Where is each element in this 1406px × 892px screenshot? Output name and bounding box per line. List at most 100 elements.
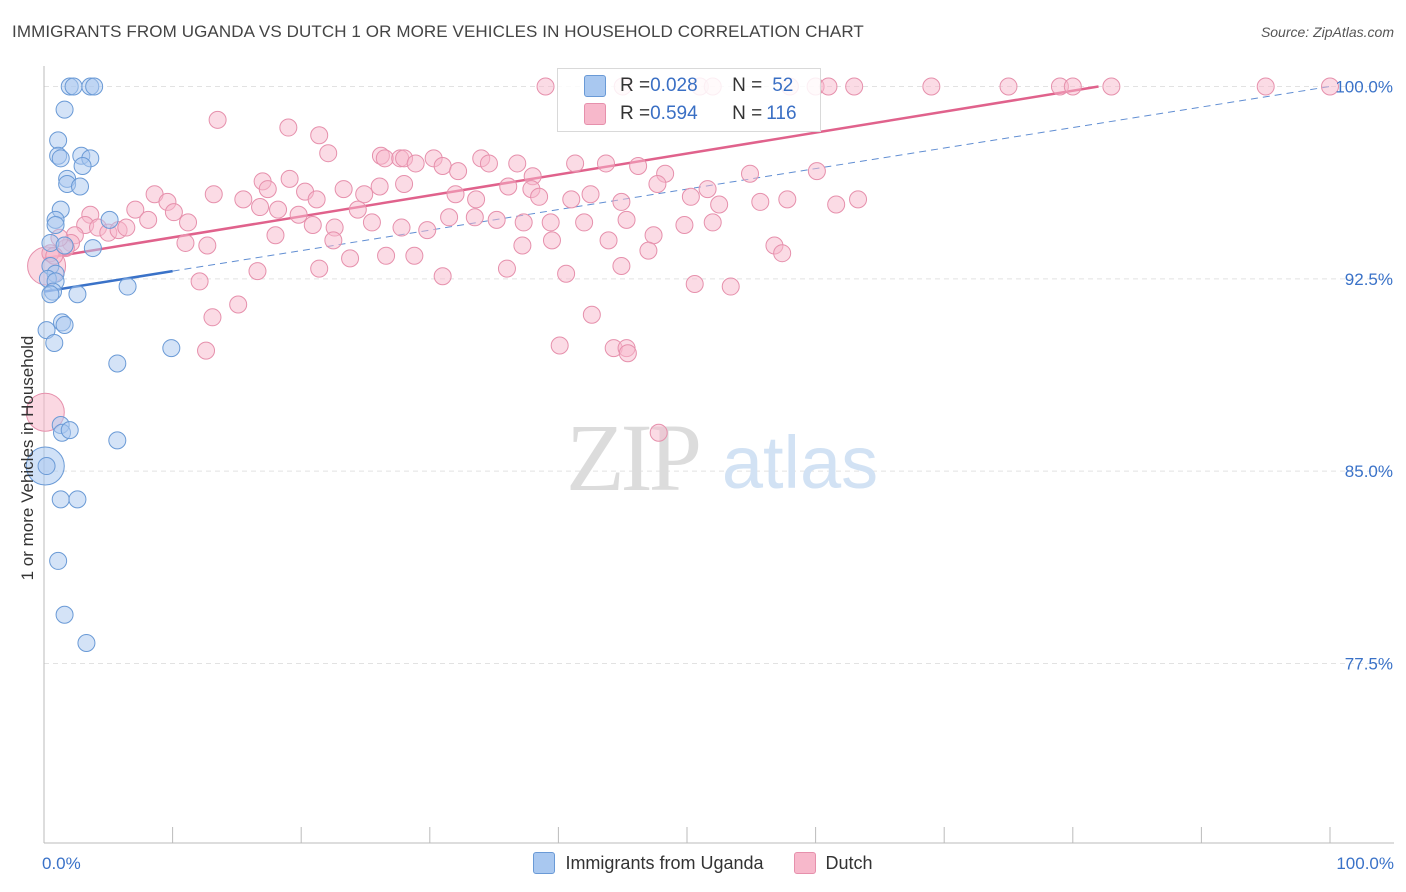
data-point-uganda (68, 490, 87, 509)
data-point-dutch (341, 249, 360, 268)
data-point-dutch (465, 208, 484, 227)
data-point-dutch (807, 162, 826, 181)
data-point-dutch (648, 174, 667, 193)
data-point-dutch (617, 210, 636, 229)
data-point-dutch (530, 187, 549, 206)
data-point-dutch (581, 185, 600, 204)
data-point-dutch (497, 259, 516, 278)
data-point-dutch (198, 236, 217, 255)
data-point-uganda (108, 354, 127, 373)
data-point-dutch (377, 246, 396, 265)
y-tick-label: 100.0% (1335, 78, 1393, 97)
data-point-dutch (418, 221, 437, 240)
data-point-dutch (612, 257, 631, 276)
stats-r-value: 0.028 (650, 75, 698, 96)
data-point-uganda (37, 457, 56, 476)
data-point-dutch (203, 308, 222, 327)
data-point-dutch (514, 213, 533, 232)
data-point-dutch (324, 231, 343, 250)
tick-labels: 100.0% 92.5% 85.0% 77.5% 0.0% 100.0% (42, 78, 1394, 873)
watermark-atlas: atlas (722, 421, 878, 504)
data-point-uganda (46, 215, 65, 234)
data-point-dutch (355, 185, 374, 204)
legend-swatch-dutch (793, 852, 816, 874)
data-point-dutch (703, 213, 722, 232)
chart-title: IMMIGRANTS FROM UGANDA VS DUTCH 1 OR MOR… (12, 22, 864, 41)
data-point-dutch (395, 174, 414, 193)
data-point-uganda (64, 77, 83, 96)
data-point-dutch (289, 205, 308, 224)
trend-line-dutch (43, 85, 1099, 260)
data-point-uganda (85, 77, 104, 96)
data-point-dutch (375, 149, 394, 168)
stats-box: R = 0.028 N = 52 R = 0.594 N = 116 (557, 68, 821, 132)
scatter-points (25, 77, 1339, 652)
y-tick-label: 85.0% (1345, 462, 1393, 481)
data-point-uganda (49, 551, 68, 570)
data-point-dutch (370, 177, 389, 196)
data-point-dutch (849, 190, 868, 209)
x-tick-label: 0.0% (42, 854, 81, 873)
data-point-dutch (596, 154, 615, 173)
data-point-uganda (45, 333, 64, 352)
data-point-dutch (845, 77, 864, 96)
data-point-uganda (55, 100, 74, 119)
watermark: ZIP atlas (566, 404, 878, 511)
data-point-dutch (310, 126, 329, 145)
data-point-dutch (405, 246, 424, 265)
data-point-uganda (49, 131, 68, 150)
data-point-dutch (449, 162, 468, 181)
data-point-dutch (710, 195, 729, 214)
data-point-dutch (487, 210, 506, 229)
data-point-uganda (68, 285, 87, 304)
data-point-dutch (307, 190, 326, 209)
data-point-dutch (557, 264, 576, 283)
data-point-uganda (55, 236, 74, 255)
data-point-uganda (73, 157, 92, 176)
data-point-dutch (440, 208, 459, 227)
data-point-dutch (499, 177, 518, 196)
data-point-dutch (406, 154, 425, 173)
stats-row-dutch: R = 0.594 N = 116 (558, 99, 797, 129)
data-point-uganda (108, 431, 127, 450)
x-tick-label: 100.0% (1336, 854, 1394, 873)
gridlines (44, 86, 1394, 664)
data-point-dutch (179, 213, 198, 232)
legend-label-dutch: Dutch (825, 852, 873, 873)
source-label: Source: ZipAtlas.com (1260, 24, 1394, 40)
data-point-dutch (433, 267, 452, 286)
trend-line-uganda (43, 269, 173, 293)
data-point-dutch (649, 423, 668, 442)
data-point-uganda (77, 633, 96, 652)
data-point-dutch (698, 180, 717, 199)
data-point-dutch (612, 192, 631, 211)
data-point-uganda (60, 421, 79, 440)
data-point-dutch (550, 336, 569, 355)
data-point-dutch (575, 213, 594, 232)
data-point-dutch (618, 344, 637, 363)
data-point-dutch (392, 218, 411, 237)
legend-item-dutch[interactable]: Dutch (793, 852, 873, 874)
data-point-dutch (208, 110, 227, 129)
data-point-dutch (675, 215, 694, 234)
data-point-dutch (319, 144, 338, 163)
data-point-dutch (190, 272, 209, 291)
legend-label-uganda: Immigrants from Uganda (565, 852, 764, 873)
data-point-dutch (234, 190, 253, 209)
data-point-dutch (176, 233, 195, 252)
data-point-dutch (541, 213, 560, 232)
data-point-dutch (446, 185, 465, 204)
legend-swatch-uganda (533, 852, 556, 874)
data-point-dutch (778, 190, 797, 209)
data-point-uganda (118, 277, 137, 296)
data-point-dutch (751, 192, 770, 211)
data-point-dutch (827, 195, 846, 214)
y-tick-label: 92.5% (1345, 270, 1393, 289)
stats-n-label: N = (732, 103, 763, 124)
data-point-dutch (251, 198, 270, 217)
stats-r-value: 0.594 (650, 103, 698, 124)
legend-item-uganda[interactable]: Immigrants from Uganda (533, 852, 764, 874)
data-point-dutch (582, 305, 601, 324)
data-point-dutch (508, 154, 527, 173)
